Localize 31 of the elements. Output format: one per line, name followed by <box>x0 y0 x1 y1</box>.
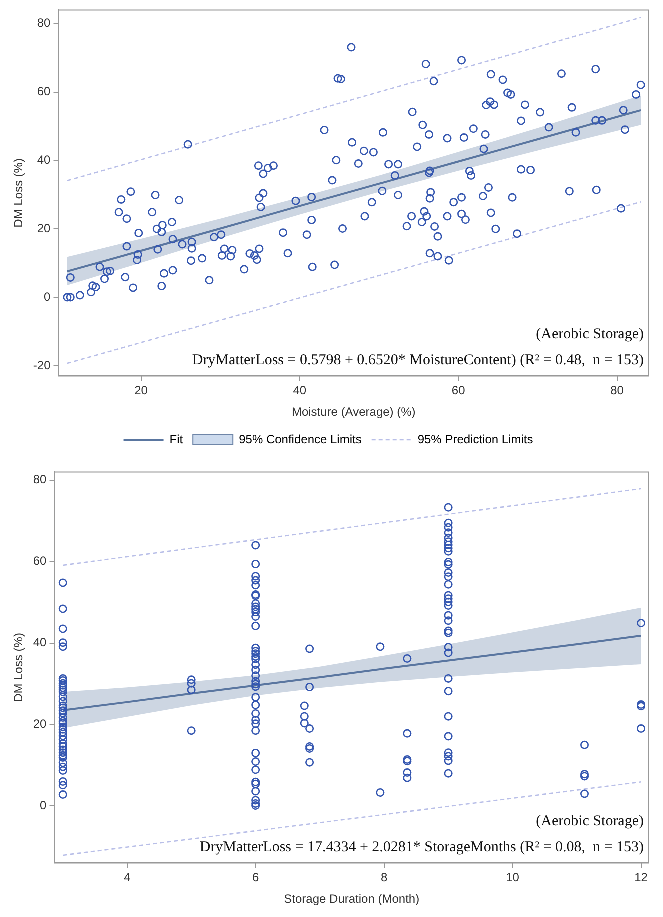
x-tick-label: 40 <box>293 384 307 398</box>
x-tick-label: 12 <box>634 870 648 885</box>
y-tick-label: 60 <box>33 554 48 568</box>
y-tick-label: 0 <box>40 798 48 812</box>
x-axis-title: Storage Duration (Month) <box>284 892 420 906</box>
annotation: (Aerobic Storage) <box>536 326 644 343</box>
y-tick-label: 80 <box>33 472 48 487</box>
y-axis-title: DM Loss (%) <box>12 158 26 228</box>
y-tick-label: 60 <box>37 84 52 99</box>
annotation: DryMatterLoss = 0.5798 + 0.6520* MoistureContent) (R² = 0.48, n = 153) <box>192 352 644 369</box>
y-tick-label: 20 <box>37 221 52 236</box>
x-tick-label: 60 <box>452 384 466 398</box>
x-tick-label: 10 <box>506 870 520 885</box>
y-tick-label: 40 <box>37 153 52 168</box>
annotation: (Aerobic Storage) <box>536 814 644 830</box>
legend-label: Fit <box>170 432 184 446</box>
legend-label: 95% Prediction Limits <box>418 432 534 446</box>
y-tick-label: 80 <box>37 16 52 30</box>
legend-label: 95% Confidence Limits <box>239 432 362 446</box>
y-tick-label: -20 <box>33 358 52 372</box>
x-axis-title: Moisture (Average) (%) <box>292 405 416 420</box>
y-tick-label: 40 <box>33 636 48 650</box>
y-tick-label: 0 <box>44 290 52 304</box>
x-tick-label: 4 <box>124 870 131 885</box>
x-tick-label: 20 <box>134 384 148 398</box>
x-tick-label: 80 <box>610 384 624 398</box>
y-tick-label: 20 <box>33 717 48 732</box>
x-tick-label: 6 <box>252 870 260 885</box>
x-tick-label: 8 <box>380 870 388 885</box>
y-axis-title: DM Loss (%) <box>12 633 26 702</box>
annotation: DryMatterLoss = 17.4334 + 2.0281* StorageMonths (R² = 0.08, n = 153) <box>200 840 644 856</box>
